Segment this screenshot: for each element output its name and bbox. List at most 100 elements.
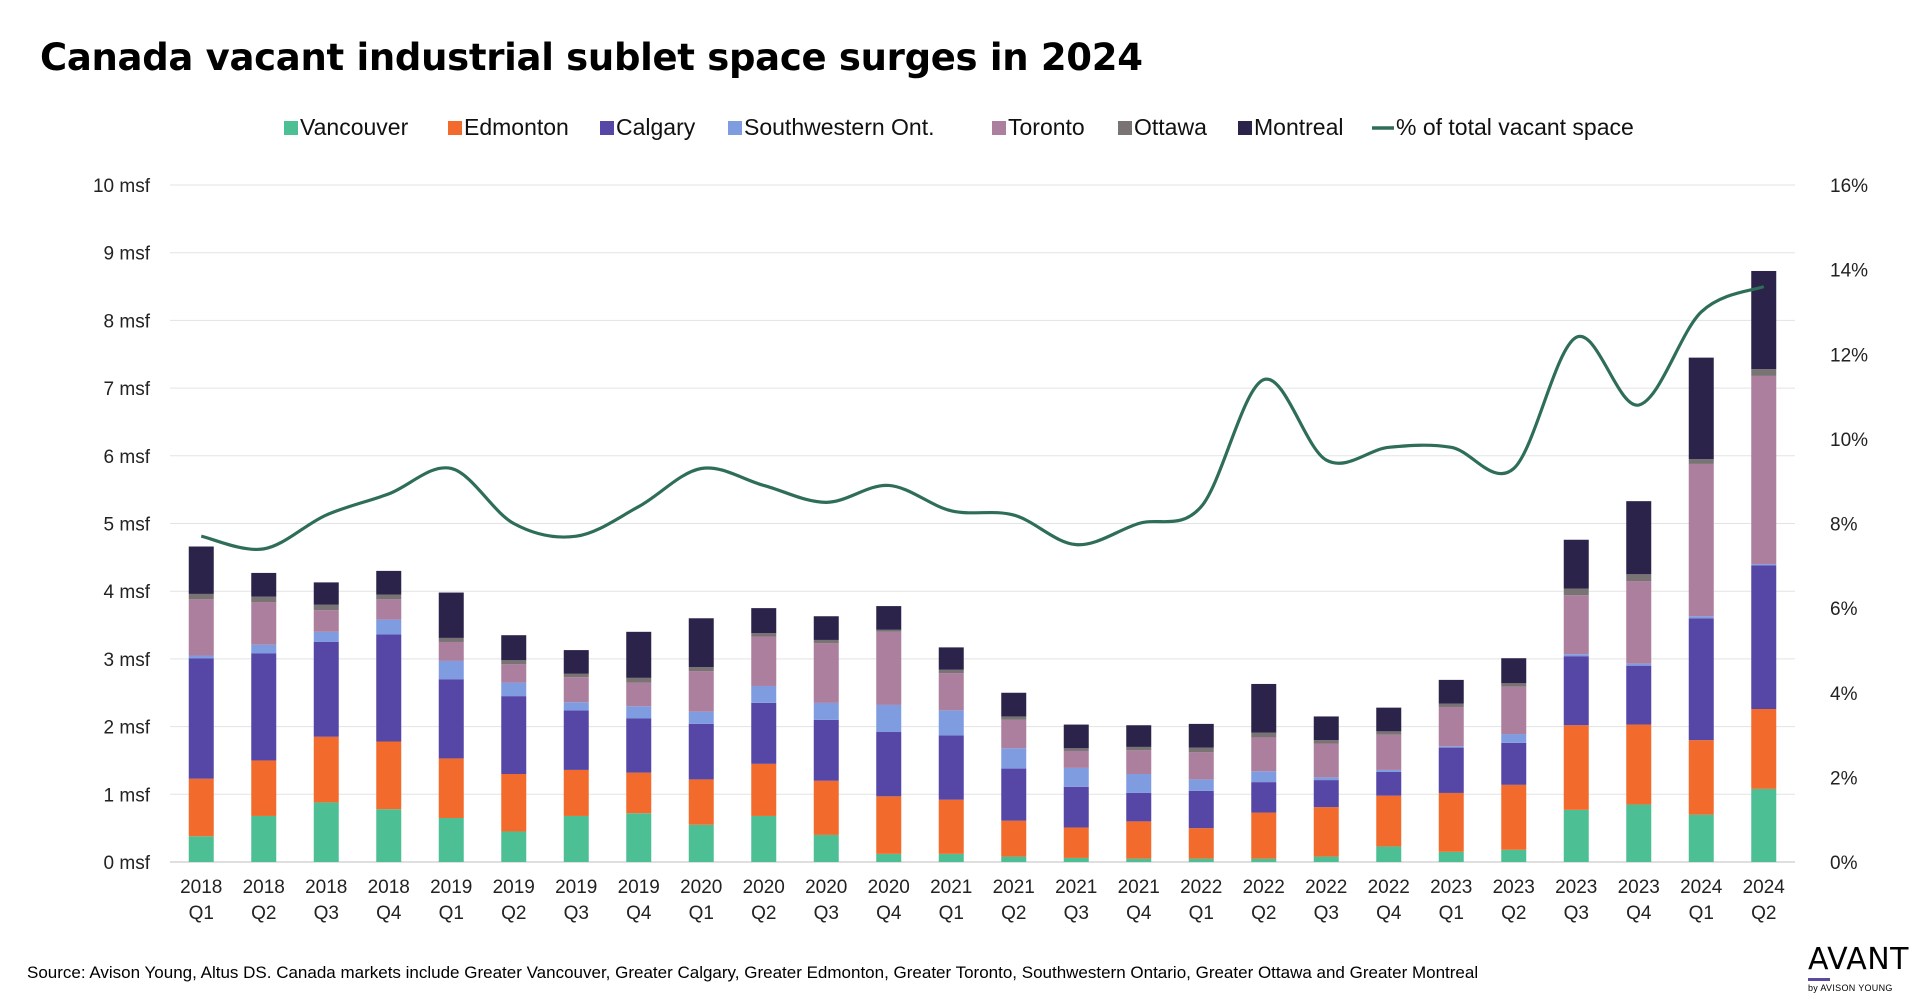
bar-calgary: [1626, 665, 1652, 725]
x-tick-quarter: Q2: [1501, 903, 1526, 924]
x-tick-year: 2021: [930, 877, 972, 898]
bar-edmonton: [563, 769, 589, 816]
x-tick-year: 2023: [1555, 877, 1597, 898]
right-tick-label: 6%: [1830, 599, 1858, 620]
x-tick-quarter: Q2: [1001, 903, 1026, 924]
bar-ottawa: [1563, 588, 1589, 596]
legend-label: Edmonton: [464, 114, 569, 140]
x-tick-year: 2018: [180, 877, 222, 898]
left-tick-label: 9 msf: [104, 244, 151, 265]
bar-southwestern-ont: [1126, 773, 1152, 793]
legend-label: % of total vacant space: [1396, 114, 1634, 140]
bar-edmonton: [501, 773, 527, 832]
x-tick-quarter: Q4: [1626, 903, 1652, 924]
bar-ottawa: [688, 667, 714, 672]
bar-southwestern-ont: [876, 704, 902, 733]
bar-vancouver: [813, 834, 839, 862]
bar-edmonton: [438, 758, 464, 818]
logo-wordmark: AVANT: [1808, 942, 1909, 977]
bar-edmonton: [1126, 821, 1152, 859]
bar-ottawa: [313, 604, 339, 611]
bar-toronto: [1688, 463, 1714, 617]
bar-vancouver: [188, 836, 214, 862]
bar-vancouver: [1688, 814, 1714, 862]
bar-ottawa: [1063, 748, 1089, 751]
bar-ottawa: [938, 669, 964, 674]
bar-montreal: [813, 616, 839, 640]
bar-calgary: [376, 634, 402, 742]
bar-vancouver: [1188, 858, 1214, 862]
x-tick-quarter: Q1: [689, 903, 714, 924]
bar-vancouver: [1063, 857, 1089, 862]
bar-toronto: [313, 610, 339, 632]
bar-edmonton: [251, 760, 277, 816]
left-tick-label: 1 msf: [104, 785, 151, 806]
bar-southwestern-ont: [1688, 616, 1714, 619]
x-tick-quarter: Q2: [1251, 903, 1276, 924]
left-tick-label: 7 msf: [104, 379, 151, 400]
bar-vancouver: [751, 815, 777, 862]
right-tick-label: 12%: [1830, 345, 1868, 366]
bar-southwestern-ont: [1251, 771, 1277, 783]
bar-ottawa: [438, 637, 464, 642]
x-tick-year: 2024: [1680, 877, 1723, 898]
x-tick-quarter: Q3: [314, 903, 339, 924]
bar-toronto: [1063, 750, 1089, 768]
bar-toronto: [1313, 743, 1339, 778]
bar-southwestern-ont: [313, 631, 339, 642]
bar-toronto: [1001, 719, 1027, 749]
bar-ottawa: [1313, 740, 1339, 744]
bar-vancouver: [501, 831, 527, 862]
bar-ottawa: [1751, 369, 1777, 376]
bar-calgary: [938, 735, 964, 800]
bar-calgary: [563, 710, 589, 770]
x-tick-year: 2020: [868, 877, 910, 898]
gridlines: [170, 184, 1795, 863]
bar-calgary: [1376, 771, 1402, 796]
bar-montreal: [1188, 723, 1214, 748]
bar-toronto: [626, 682, 652, 707]
bar-toronto: [1376, 734, 1402, 770]
avant-logo: AVANT by AVISON YOUNG: [1808, 942, 1909, 993]
x-tick-year: 2018: [243, 877, 285, 898]
bar-edmonton: [1251, 812, 1277, 859]
x-tick-quarter: Q4: [1126, 903, 1152, 924]
bar-edmonton: [1188, 828, 1214, 859]
legend: Vancouver Edmonton Calgary Southwestern Ont…: [284, 114, 1634, 140]
bar-ottawa: [251, 596, 277, 603]
right-tick-label: 0%: [1830, 853, 1858, 874]
chart-title: Canada vacant industrial sublet space su…: [40, 36, 1143, 79]
left-tick-label: 2 msf: [104, 718, 151, 739]
bar-southwestern-ont: [188, 655, 214, 659]
x-tick-year: 2022: [1180, 877, 1222, 898]
bar-montreal: [1313, 716, 1339, 741]
bar-montreal: [1501, 658, 1527, 684]
legend-swatch: [728, 121, 742, 135]
bar-vancouver: [1563, 809, 1589, 862]
bar-vancouver: [1251, 858, 1277, 862]
x-tick-quarter: Q1: [1439, 903, 1464, 924]
bar-toronto: [1251, 737, 1277, 772]
bar-calgary: [1126, 792, 1152, 822]
legend-label: Ottawa: [1134, 114, 1207, 140]
bar-vancouver: [313, 802, 339, 862]
x-tick-year: 2024: [1743, 877, 1786, 898]
bar-toronto: [563, 677, 589, 703]
bar-montreal: [251, 572, 277, 597]
legend-label: Calgary: [616, 114, 696, 140]
legend-swatch: [1118, 121, 1132, 135]
bar-montreal: [501, 635, 527, 661]
bar-vancouver: [563, 815, 589, 862]
bar-toronto: [1751, 375, 1777, 565]
bar-toronto: [376, 599, 402, 620]
bar-montreal: [1626, 501, 1652, 575]
bar-montreal: [438, 592, 464, 638]
bar-ottawa: [1126, 746, 1152, 751]
bar-edmonton: [626, 772, 652, 814]
x-tick-year: 2020: [805, 877, 847, 898]
bar-edmonton: [188, 778, 214, 837]
bar-calgary: [501, 696, 527, 774]
right-tick-label: 14%: [1830, 261, 1868, 282]
bar-toronto: [1438, 706, 1464, 747]
bar-montreal: [1751, 270, 1777, 370]
